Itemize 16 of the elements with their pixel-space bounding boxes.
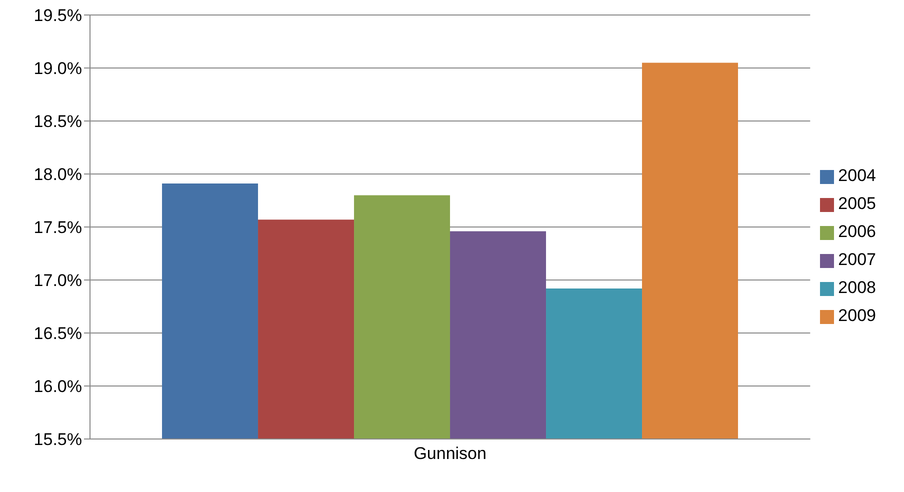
legend-label: 2008 xyxy=(838,278,876,297)
legend-label: 2007 xyxy=(838,250,876,269)
y-tick-label: 17.5% xyxy=(34,218,82,238)
legend-label: 2009 xyxy=(838,306,876,325)
y-tick-label: 17.0% xyxy=(34,271,82,290)
legend-label: 2004 xyxy=(838,166,876,185)
legend-label: 2005 xyxy=(838,194,876,213)
legend-label: 2006 xyxy=(838,222,876,241)
y-tick-label: 18.0% xyxy=(34,165,82,184)
x-tick-label: Gunnison xyxy=(414,444,486,464)
y-tick-label: 19.0% xyxy=(34,59,82,78)
y-tick-label: 19.5% xyxy=(34,6,82,26)
y-tick-label: 16.5% xyxy=(34,324,82,344)
y-tick-label: 16.0% xyxy=(34,377,82,396)
y-tick-label: 15.5% xyxy=(34,430,82,450)
y-tick-label: 18.5% xyxy=(34,112,82,132)
